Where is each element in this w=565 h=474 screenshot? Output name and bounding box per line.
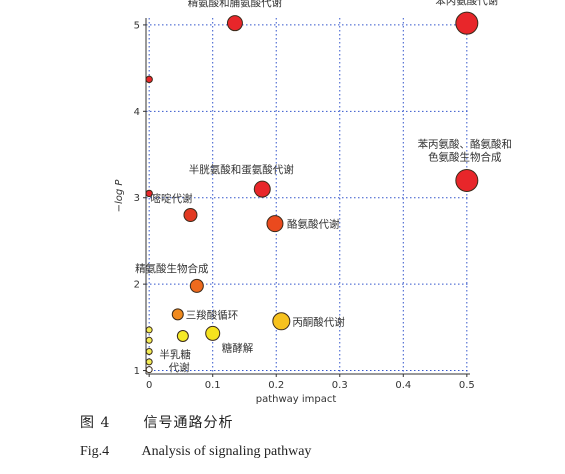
x-tick-label: 0.1 — [205, 380, 221, 391]
point-label: 精氨酸和脯氨酸代谢 — [188, 0, 283, 9]
data-point — [145, 189, 153, 198]
point-labels: 精氨酸和脯氨酸代谢 苯丙氨酸代谢苯丙氨酸、酪氨酸和色氨酸生物合成半胱氨酸和蛋氨酸代… — [135, 0, 512, 374]
point-label: 半乳糖 — [159, 348, 191, 361]
data-point — [145, 326, 153, 334]
x-tick-label: 0.5 — [459, 380, 475, 391]
caption-english-number: Fig.4 — [80, 444, 110, 459]
y-axis-title: −log P — [114, 179, 125, 213]
data-points — [145, 11, 479, 374]
x-tick-label: 0 — [146, 380, 152, 391]
data-point — [145, 336, 153, 344]
data-point — [205, 325, 221, 341]
y-tick-label: 2 — [134, 280, 140, 291]
point-label: 苯丙氨酸代谢 — [435, 0, 498, 7]
caption-english-text: Analysis of signaling pathway — [141, 444, 312, 459]
point-label: 三羧酸循环 — [186, 308, 239, 321]
point-label: 精氨酸生物合成 — [135, 262, 209, 275]
point-label-line2: 色氨酸生物合成 — [428, 150, 502, 163]
point-label: 酪氨酸代谢 — [287, 218, 340, 231]
point-label: 苯丙氨酸、酪氨酸和 — [418, 137, 513, 150]
data-point — [171, 308, 184, 321]
x-tick-label: 0.2 — [268, 380, 284, 391]
point-label: 糖酵解 — [222, 341, 254, 354]
data-point — [226, 15, 243, 32]
x-axis-title: pathway impact — [256, 394, 337, 405]
data-point — [189, 278, 204, 293]
caption-chinese-number: 图 4 — [80, 415, 111, 431]
caption-english: Fig.4 Analysis of signaling pathway — [80, 444, 311, 460]
x-tick-label: 0.3 — [332, 380, 348, 391]
point-label-line2: 代谢 — [169, 361, 190, 374]
data-point — [145, 366, 153, 374]
data-point — [272, 312, 291, 331]
caption-chinese: 图 4 信号通路分析 — [80, 412, 233, 432]
data-point — [253, 180, 271, 198]
data-point — [176, 329, 189, 342]
y-tick-label: 5 — [134, 20, 140, 31]
x-tick-label: 0.4 — [395, 380, 411, 391]
y-tick-label: 1 — [134, 366, 140, 377]
data-point — [145, 358, 153, 366]
data-point — [183, 208, 198, 223]
data-point — [455, 168, 479, 192]
data-point — [455, 11, 479, 35]
y-tick-label: 4 — [134, 107, 140, 118]
point-label: 嘧啶代谢 — [150, 192, 192, 205]
point-label: 丙酮酸代谢 — [292, 315, 345, 328]
data-point — [145, 348, 153, 356]
y-tick-label: 3 — [134, 193, 140, 204]
axes: 0 0.1 0.2 0.3 0.4 0.5 1 2 3 4 5 pathway impact −log … — [114, 18, 475, 405]
point-label: 半胱氨酸和蛋氨酸代谢 — [189, 163, 294, 176]
caption-chinese-text: 信号通路分析 — [143, 415, 234, 431]
data-point — [266, 215, 284, 233]
data-point — [145, 75, 153, 84]
